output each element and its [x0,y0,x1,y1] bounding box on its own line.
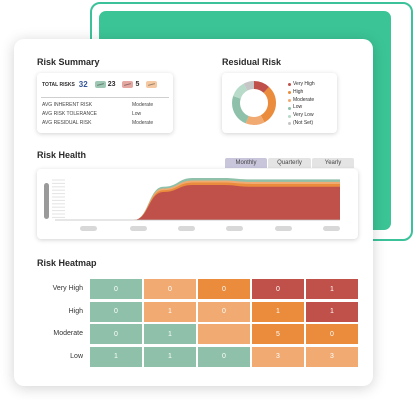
risk-badge-low-icon [94,81,106,88]
legend-dot-icon [288,122,291,126]
summary-row-label: AVG RISK TOLERANCE [42,111,98,117]
heatmap-cell[interactable]: 1 [144,324,196,344]
summary-row: AVG RISK TOLERANCE Low [42,111,168,117]
residual-risk-donut [232,81,276,125]
heatmap-cell[interactable]: 3 [306,346,358,367]
summary-row-value: Moderate [132,120,154,126]
donut-slice[interactable] [232,81,276,125]
residual-risk-card: Very High High Moderate Low Very Low (Not Set… [222,73,337,133]
heatmap-cell[interactable]: 0 [198,279,250,299]
heatmap-cell[interactable]: 0 [306,324,358,344]
heatmap-cell[interactable]: 0 [90,324,142,344]
risk-badge-high[interactable]: 5 [122,81,139,88]
legend-dot-icon [288,91,291,95]
total-risks-label: TOTAL RISKS [42,81,75,88]
area-series [75,185,340,220]
x-axis-tick [275,226,292,231]
heatmap-row-label: Very High [52,285,83,292]
legend-dot-icon [288,83,291,87]
tab-monthly[interactable]: Monthly [225,158,267,168]
risk-badge-high-value: 5 [135,81,140,88]
summary-row-value: Low [132,111,142,117]
legend-label: High [293,88,304,95]
risk-summary-title: Risk Summary [37,57,100,67]
tab-yearly[interactable]: Yearly [312,158,354,168]
x-axis-tick [80,226,97,231]
summary-row-value: Moderate [132,102,154,108]
heatmap-cell[interactable]: 1 [144,346,196,367]
heatmap-cell[interactable]: 0 [90,279,142,299]
heatmap-row-label: Moderate [53,330,83,337]
heatmap-cell[interactable]: 3 [252,346,304,367]
heatmap-cell[interactable]: 0 [198,346,250,367]
heatmap-cell[interactable]: 1 [144,301,196,322]
heatmap-cell[interactable]: 0 [252,279,304,299]
risk-summary-card: TOTAL RISKS 32 23 5 AVG INHERENT RISK Mo… [37,73,173,133]
heatmap-cell[interactable]: 1 [90,346,142,367]
heatmap-cell[interactable] [198,324,250,344]
legend-label: Moderate [293,96,315,103]
legend-dot-icon [288,114,291,118]
legend-label: Very High [293,81,315,87]
risk-heatmap-title: Risk Heatmap [37,258,97,268]
total-risks-row: TOTAL RISKS 32 23 5 [42,80,159,89]
legend-dot-icon [288,98,291,102]
summary-row: AVG RESIDUAL RISK Moderate [42,120,168,126]
heatmap-cell[interactable]: 5 [252,324,304,344]
legend-item[interactable]: Low [288,104,315,112]
heatmap-cell[interactable]: 0 [90,301,142,322]
risk-health-title: Risk Health [37,150,87,160]
legend-label: Very Low [293,112,314,119]
heatmap-row-label: High [68,307,83,315]
donut-slice[interactable] [232,81,276,125]
tab-quarterly[interactable]: Quarterly [268,158,311,168]
risk-badge-moderate-icon [146,81,158,88]
legend-label: Low [293,104,303,111]
heatmap-row-label: Low [70,352,83,360]
legend-item[interactable]: Very Low [288,112,315,120]
legend-item[interactable]: Moderate [288,97,315,105]
legend-label: (Not Set) [293,119,314,126]
summary-divider [41,97,169,98]
summary-row-label: AVG INHERENT RISK [42,102,93,108]
total-risks-value: 32 [78,80,88,89]
legend-item[interactable]: (Not Set) [288,120,315,128]
legend-item[interactable]: High [288,89,315,97]
legend-item[interactable]: Very High [288,81,315,89]
summary-row-label: AVG RESIDUAL RISK [42,120,92,126]
risk-health-chart [52,178,340,221]
x-axis-tick [226,226,243,231]
x-axis-tick [178,226,195,231]
risk-badge-high-icon [122,81,134,88]
residual-risk-legend: Very High High Moderate Low Very Low (Not Set… [288,81,315,128]
donut-slice[interactable] [232,81,276,125]
x-axis-tick [323,226,340,231]
legend-dot-icon [288,106,291,110]
donut-slice[interactable] [232,81,276,125]
heatmap-cell[interactable]: 1 [306,301,358,322]
heatmap-cell[interactable]: 1 [252,301,304,322]
heatmap-cell[interactable]: 0 [144,279,196,299]
risk-badge-low-value: 23 [107,81,116,88]
risk-badge-moderate[interactable] [146,81,159,88]
heatmap-cell[interactable]: 0 [198,301,250,322]
x-axis-tick [130,226,147,231]
summary-row: AVG INHERENT RISK Moderate [42,102,168,108]
residual-risk-title: Residual Risk [222,57,282,67]
risk-badge-low[interactable]: 23 [94,81,116,88]
heatmap-cell[interactable]: 1 [306,279,358,299]
period-tabs: Monthly Quarterly Yearly [225,158,354,168]
chart-range-handle[interactable] [44,183,49,219]
